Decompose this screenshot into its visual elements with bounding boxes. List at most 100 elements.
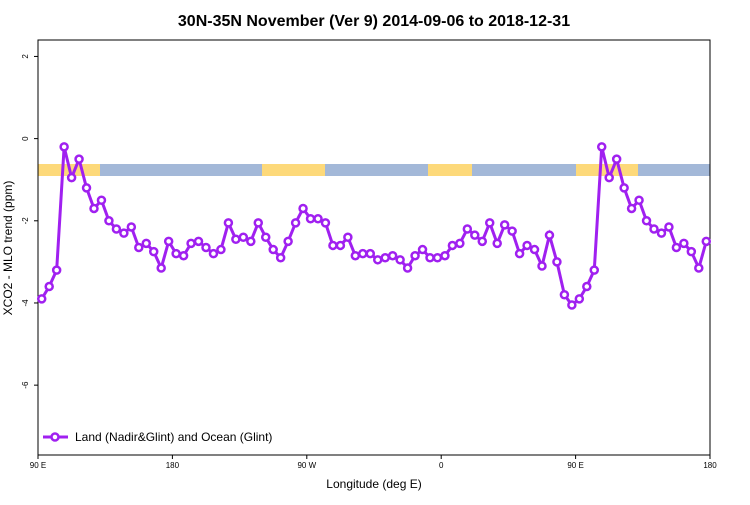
- data-point: [74, 154, 84, 164]
- data-point: [44, 281, 54, 292]
- data-point: [440, 250, 450, 261]
- data-point: [126, 222, 137, 232]
- data-point: [477, 236, 488, 247]
- land-ocean-band: [38, 164, 710, 176]
- data-point: [208, 248, 219, 259]
- y-tick-label: 2: [21, 54, 30, 59]
- data-point: [275, 253, 286, 263]
- x-tick-label: 90 E: [30, 461, 46, 470]
- data-point: [559, 290, 570, 300]
- data-point: [447, 240, 458, 251]
- data-point: [611, 154, 622, 164]
- data-point: [567, 300, 577, 310]
- data-point: [582, 281, 592, 292]
- land-band: [262, 164, 325, 176]
- data-point: [417, 244, 428, 255]
- data-point: [66, 172, 77, 183]
- data-point: [96, 195, 107, 205]
- data-point: [529, 244, 540, 255]
- y-tick-label: -2: [21, 217, 30, 225]
- data-point: [365, 248, 376, 259]
- data-point: [380, 253, 390, 263]
- data-point: [51, 265, 62, 275]
- data-point: [134, 242, 144, 253]
- data-point: [634, 195, 644, 205]
- data-point: [268, 244, 278, 255]
- data-point: [499, 220, 510, 230]
- y-axis-label: XCO2 - MLO trend (ppm): [1, 181, 15, 316]
- data-point: [186, 238, 196, 249]
- data-point: [656, 228, 667, 238]
- y-tick-label: -4: [21, 299, 30, 307]
- data-point: [171, 248, 181, 259]
- data-point: [671, 242, 682, 253]
- x-tick-label: 180: [703, 461, 717, 470]
- data-point: [328, 240, 338, 251]
- data-point: [455, 238, 465, 249]
- data-point: [238, 232, 249, 242]
- data-point: [514, 248, 525, 259]
- legend-marker: [50, 432, 60, 442]
- data-point: [649, 224, 659, 234]
- x-tick-label: 180: [166, 461, 180, 470]
- y-tick-label: -6: [21, 381, 30, 389]
- data-point: [156, 263, 166, 273]
- data-point: [522, 240, 532, 251]
- plot-frame: [37, 39, 711, 456]
- data-point: [544, 230, 555, 240]
- data-point: [395, 255, 405, 265]
- data-point: [492, 238, 502, 249]
- data-point: [141, 238, 152, 249]
- data-point: [201, 242, 211, 253]
- data-point: [425, 253, 435, 263]
- legend-label: Land (Nadir&Glint) and Ocean (Glint): [75, 430, 272, 444]
- x-tick-label: 90 W: [297, 461, 316, 470]
- data-point: [231, 234, 241, 245]
- data-point: [253, 218, 264, 228]
- data-point: [641, 216, 652, 226]
- data-point: [470, 230, 480, 240]
- data-point: [148, 246, 159, 257]
- x-tick-label: 90 E: [567, 461, 583, 470]
- data-point: [298, 203, 308, 214]
- data-point: [664, 222, 674, 232]
- data-point: [626, 203, 637, 214]
- data-point: [216, 244, 226, 255]
- land-band: [428, 164, 472, 176]
- data-point: [387, 250, 398, 261]
- data-point: [372, 255, 383, 265]
- data-point: [59, 142, 69, 152]
- data-point: [119, 228, 129, 238]
- data-point: [104, 216, 114, 226]
- data-point: [679, 238, 689, 249]
- data-point: [260, 232, 271, 242]
- data-point: [507, 226, 517, 236]
- data-point: [537, 261, 547, 271]
- x-tick-label: 0: [439, 461, 444, 470]
- data-point: [283, 236, 293, 247]
- chart-title: 30N-35N November (Ver 9) 2014-09-06 to 2…: [178, 13, 570, 30]
- data-point: [701, 236, 712, 247]
- data-point: [686, 246, 697, 257]
- data-point: [402, 263, 413, 273]
- data-point: [246, 236, 256, 247]
- data-point: [589, 265, 600, 275]
- data-point: [81, 183, 92, 193]
- data-point: [350, 250, 361, 261]
- data-point: [462, 224, 473, 234]
- data-point: [694, 263, 704, 273]
- data-point: [358, 248, 368, 259]
- data-point: [193, 236, 204, 247]
- data-point: [343, 232, 353, 242]
- data-point: [290, 218, 301, 228]
- data-point: [163, 236, 174, 247]
- data-point: [596, 142, 607, 152]
- data-point: [313, 213, 323, 224]
- data-point: [574, 294, 585, 304]
- data-point: [432, 253, 443, 263]
- data-point: [89, 203, 99, 214]
- data-point: [111, 224, 122, 234]
- data-point: [484, 218, 495, 228]
- data-point: [305, 213, 316, 224]
